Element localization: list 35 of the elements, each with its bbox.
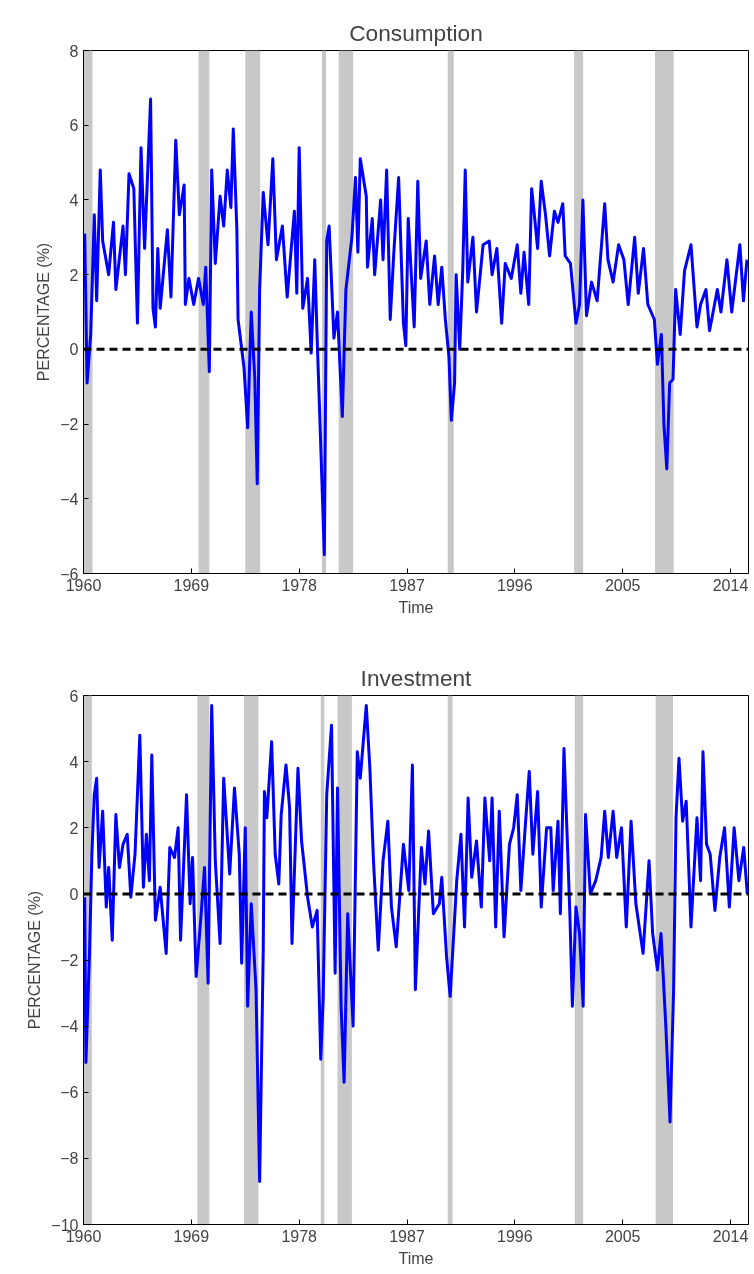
y-tick-label: 0 (69, 885, 79, 903)
x-tick-label: 1978 (281, 1227, 318, 1245)
x-tick-label: 2014 (712, 576, 749, 594)
x-axis-title: Time (398, 1249, 434, 1267)
y-tick-label: −8 (60, 1150, 79, 1168)
x-tick-label: 1978 (281, 576, 318, 594)
x-tick-label: 1969 (173, 1227, 210, 1245)
x-tick-label: 1996 (497, 1227, 533, 1245)
x-tick-label: 1996 (497, 576, 533, 594)
line-series (83, 97, 749, 557)
chart-title: Consumption (349, 19, 483, 46)
y-tick-label: 4 (69, 191, 79, 209)
y-tick-label: 6 (69, 687, 79, 705)
y-tick-label: −4 (60, 1018, 79, 1036)
x-tick-label: 2014 (712, 1227, 749, 1245)
y-axis-title: PERCENTAGE (%) (26, 890, 44, 1030)
x-tick-label: 1969 (173, 576, 210, 594)
y-tick-label: 2 (69, 266, 79, 284)
y-tick-label: 6 (69, 117, 79, 135)
x-tick-label: 1987 (389, 1227, 425, 1245)
y-tick-label: 8 (69, 42, 79, 60)
line-series (83, 703, 749, 1184)
x-tick-label: 2005 (604, 1227, 641, 1245)
x-axis-title: Time (398, 598, 434, 616)
chart-title: Investment (360, 664, 473, 691)
y-tick-label: −2 (60, 416, 79, 434)
x-tick-label: 1987 (389, 576, 425, 594)
y-tick-label: 0 (69, 341, 79, 359)
y-tick-label: 2 (69, 819, 79, 837)
y-tick-label: 4 (69, 753, 79, 771)
y-tick-label: −6 (60, 1084, 79, 1102)
y-tick-label: −4 (60, 490, 79, 508)
x-tick-label: 2005 (604, 576, 641, 594)
y-axis-title: PERCENTAGE (%) (35, 242, 53, 382)
y-tick-label: −2 (60, 952, 79, 969)
